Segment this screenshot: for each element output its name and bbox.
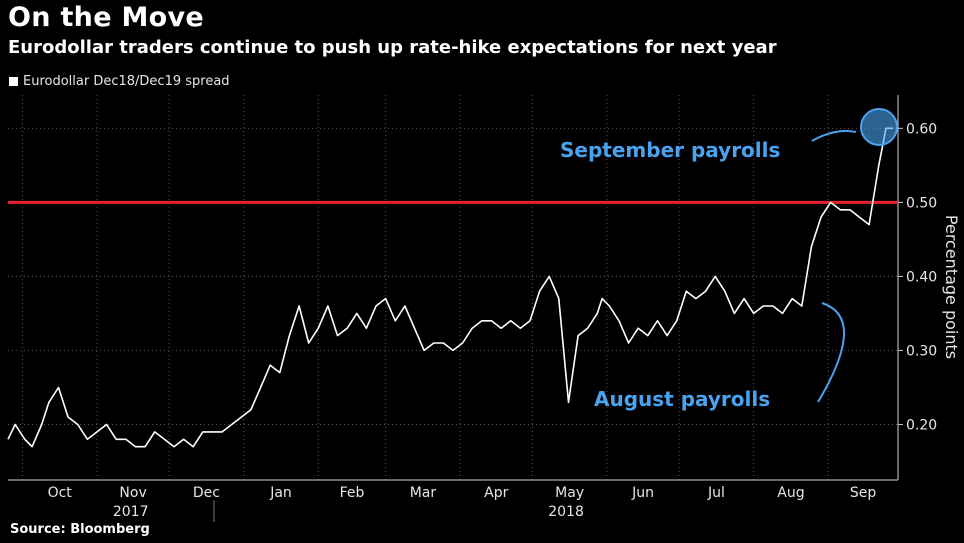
x-tick-label: Apr xyxy=(484,485,508,501)
y-axis-label: Percentage points xyxy=(942,215,961,359)
x-tick-label: May xyxy=(555,485,584,501)
y-tick-label: 0.20 xyxy=(906,417,937,433)
august-connector xyxy=(817,302,845,403)
x-tick-label: Jul xyxy=(707,485,725,501)
y-tick-label: 0.40 xyxy=(906,269,937,285)
highlight-circle xyxy=(860,108,898,146)
x-axis-ticks: Oct Nov Dec Jan Feb Mar Apr May Jun Jul Aug Sep 2017… xyxy=(48,485,877,520)
x-tick-label: Sep xyxy=(850,485,877,501)
x-year-label: 2018 xyxy=(548,504,584,520)
legend-label: Eurodollar Dec18/Dec19 spread xyxy=(23,74,230,89)
x-year-label: 2017 xyxy=(113,504,149,520)
y-tick-label: 0.30 xyxy=(906,343,937,359)
x-tick-label: Dec xyxy=(193,485,220,501)
source-note: Source: Bloomberg xyxy=(10,522,150,537)
september-connector xyxy=(811,130,857,142)
legend-swatch xyxy=(9,77,18,86)
x-tick-label: Jan xyxy=(269,485,292,501)
y-tick-label: 0.60 xyxy=(906,121,937,137)
x-tick-label: Jun xyxy=(631,485,654,501)
y-axis-ticks: 0.20 0.30 0.40 0.50 0.60 xyxy=(898,121,937,433)
y-tick-label: 0.50 xyxy=(906,195,937,211)
x-tick-label: Aug xyxy=(777,485,804,501)
chart-subtitle: Eurodollar traders continue to push up r… xyxy=(8,37,777,58)
august-payrolls-annotation: August payrolls xyxy=(594,387,770,411)
x-tick-label: Oct xyxy=(48,485,73,501)
x-tick-label: Nov xyxy=(119,485,146,501)
x-tick-label: Feb xyxy=(340,485,365,501)
series-line xyxy=(7,127,894,448)
september-payrolls-annotation: September payrolls xyxy=(560,138,780,162)
chart-title: On the Move xyxy=(8,2,205,33)
x-tick-label: Mar xyxy=(410,485,437,501)
legend: Eurodollar Dec18/Dec19 spread xyxy=(9,74,230,89)
